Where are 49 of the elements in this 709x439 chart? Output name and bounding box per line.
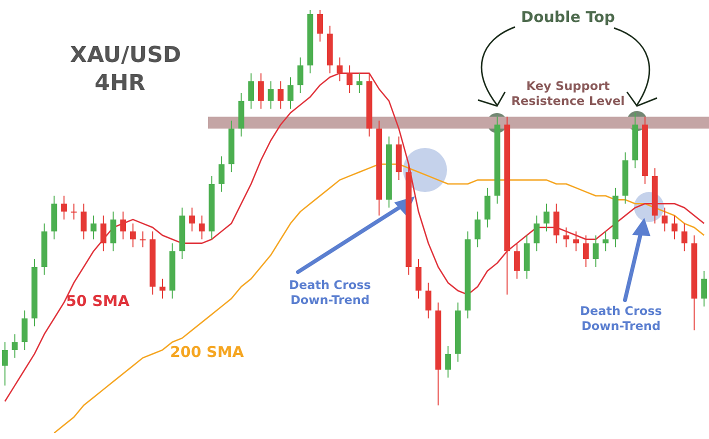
candlestick	[120, 211, 126, 240]
candlestick	[12, 334, 18, 358]
candlestick	[160, 278, 166, 300]
candlestick	[416, 258, 422, 300]
candlestick	[70, 203, 77, 220]
candlestick	[258, 72, 264, 110]
candlestick	[90, 215, 97, 240]
candlestick	[701, 270, 708, 307]
candlestick	[218, 156, 225, 192]
candlestick	[110, 211, 116, 252]
candlestick	[602, 230, 609, 252]
candlestick	[681, 222, 688, 252]
candlestick	[288, 76, 294, 110]
candlestick	[544, 203, 550, 232]
candlestick	[484, 187, 490, 228]
annotation: Death Cross Down-Trend	[288, 278, 372, 308]
candlestick	[317, 10, 323, 42]
candlestick	[573, 230, 580, 252]
candlestick	[80, 203, 87, 240]
annotation: Double Top	[520, 8, 616, 27]
candlestick	[474, 211, 481, 248]
candlestick	[356, 72, 362, 94]
candlestick	[140, 230, 146, 248]
candlestick	[425, 282, 432, 319]
candlestick	[445, 346, 452, 378]
candlestick	[2, 342, 8, 386]
candlestick	[582, 234, 589, 268]
candlestick	[672, 215, 678, 240]
candlestick	[189, 207, 195, 232]
candlestick	[297, 56, 304, 94]
candlestick	[22, 310, 28, 350]
series-label: 200 SMA	[170, 343, 244, 362]
candlestick	[248, 72, 254, 110]
series-label: 50 SMA	[66, 292, 130, 311]
candlestick	[563, 226, 570, 248]
candlestick	[662, 207, 668, 232]
candlestick	[61, 195, 67, 220]
candlestick	[514, 242, 520, 280]
band-label: Key Support Resistence Level	[510, 79, 626, 109]
candlestick	[100, 215, 106, 252]
text: XAU/USD 4HR	[70, 42, 182, 97]
candlestick	[592, 234, 599, 268]
candlestick	[553, 203, 560, 244]
candlestick	[130, 222, 136, 248]
annotation: Death Cross Down-Trend	[579, 304, 663, 334]
candlestick	[198, 215, 205, 240]
candlestick	[268, 80, 274, 110]
candlestick	[278, 80, 284, 110]
candlestick	[534, 215, 540, 252]
